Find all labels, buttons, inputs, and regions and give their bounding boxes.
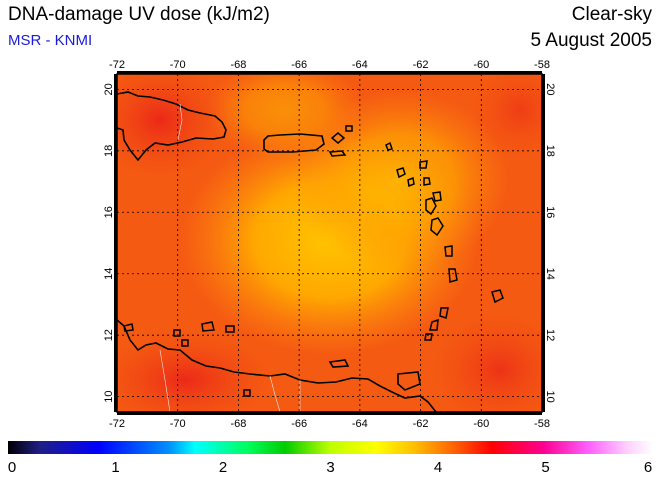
borders: [159, 103, 301, 413]
source-label: MSR - KNMI: [8, 32, 93, 49]
bottom-scale-bar: [117, 412, 542, 415]
date-label: 5 August 2005: [530, 30, 653, 51]
lat-tick-label-left: 14: [103, 268, 115, 280]
lat-tick-label-right: 18: [544, 145, 556, 157]
lon-tick-label-bottom: -64: [352, 418, 368, 430]
lon-tick-label-bottom: -62: [413, 418, 429, 430]
lon-tick-label-top: -58: [534, 59, 550, 71]
colorbar-tick-label: 4: [433, 459, 443, 476]
lesser-antilles: [123, 125, 504, 397]
lon-tick-label-top: -70: [170, 59, 186, 71]
lat-tick-label-left: 20: [103, 83, 115, 95]
margarita-coast: [328, 359, 350, 368]
lat-tick-label-right: 16: [544, 206, 556, 218]
lon-tick-label-top: -68: [230, 59, 246, 71]
lon-tick-label-top: -64: [352, 59, 368, 71]
lat-tick-label-right: 20: [544, 83, 556, 95]
colorbar-tick-label: 6: [643, 459, 653, 476]
lon-tick-label-bottom: -68: [230, 418, 246, 430]
lat-tick-label-left: 18: [103, 145, 115, 157]
lon-tick-label-bottom: -58: [534, 418, 550, 430]
uv-field: [117, 74, 542, 412]
lat-tick-label-left: 12: [103, 329, 115, 341]
lat-tick-label-right: 12: [544, 329, 556, 341]
right-scale-bar: [542, 74, 545, 412]
lat-tick-label-left: 10: [103, 391, 115, 403]
lon-tick-label-bottom: -72: [109, 418, 125, 430]
sky-condition-label: Clear-sky: [571, 4, 652, 25]
top-scale-bar: [117, 71, 542, 74]
colorbar-tick-label: 2: [218, 459, 228, 476]
puerto-rico-coast: [263, 133, 325, 153]
hispaniola-coast: [116, 91, 227, 162]
lon-tick-label-bottom: -60: [473, 418, 489, 430]
lon-tick-label-top: -60: [473, 59, 489, 71]
trinidad-coast: [397, 371, 421, 391]
colorbar: [8, 441, 653, 454]
colorbar-tick-label: 1: [111, 459, 120, 476]
lon-tick-label-bottom: -66: [291, 418, 307, 430]
lon-tick-label-top: -72: [109, 59, 125, 71]
south-america-coast: [116, 319, 437, 413]
lon-tick-label-top: -66: [291, 59, 307, 71]
map-title: DNA-damage UV dose (kJ/m2): [8, 4, 270, 25]
lon-tick-label-bottom: -70: [170, 418, 186, 430]
left-scale-bar: [114, 74, 117, 412]
colorbar-tick-label: 5: [541, 459, 550, 476]
colorbar-tick-label: 0: [7, 459, 17, 476]
coastlines: [116, 91, 437, 413]
lat-tick-label-right: 14: [544, 268, 556, 280]
lat-tick-label-left: 16: [103, 206, 115, 218]
lon-tick-label-top: -62: [413, 59, 429, 71]
lat-tick-label-right: 10: [544, 391, 556, 403]
graticule: [117, 74, 542, 412]
colorbar-tick-label: 3: [326, 459, 335, 476]
